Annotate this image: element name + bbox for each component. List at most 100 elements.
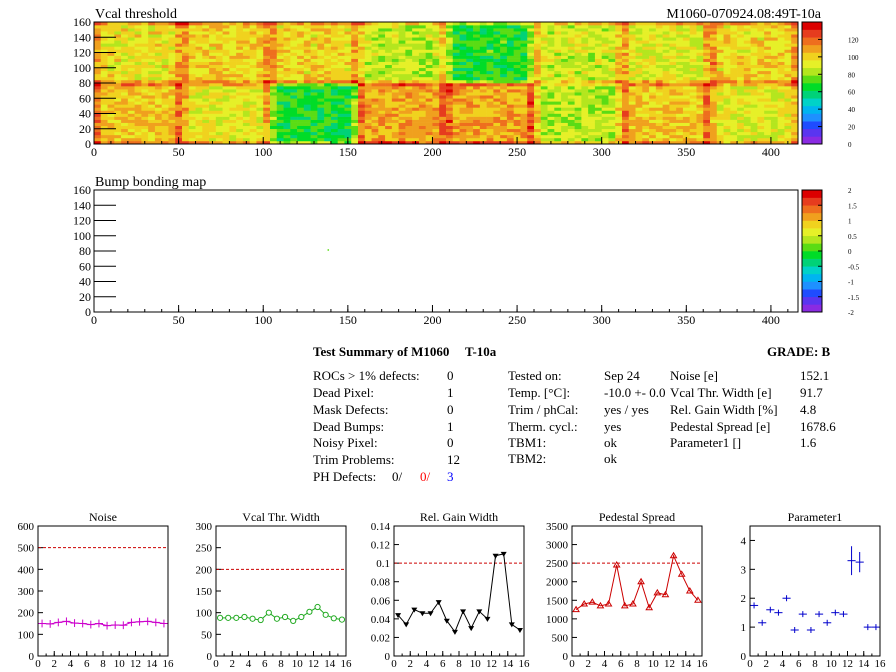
- heatmap-cell: [249, 49, 257, 53]
- heatmap-cell: [188, 73, 196, 78]
- heatmap-cell: [452, 73, 460, 78]
- heatmap-cell: [764, 140, 772, 145]
- heatmap-cell: [784, 70, 792, 75]
- heatmap-cell: [290, 67, 298, 72]
- heatmap-cell: [615, 86, 623, 90]
- heatmap-cell: [574, 31, 582, 35]
- heatmap-cell: [520, 52, 528, 56]
- heatmap-cell: [364, 125, 372, 130]
- heatmap-cell: [263, 40, 271, 44]
- x-tick-label: 300: [593, 313, 611, 327]
- data-point: [427, 611, 434, 617]
- heatmap-cell: [662, 46, 670, 50]
- heatmap-cell: [628, 76, 636, 81]
- heatmap-cell: [594, 67, 602, 72]
- heatmap-cell: [398, 104, 406, 108]
- heatmap-cell: [229, 137, 237, 142]
- heatmap-cell: [290, 70, 298, 75]
- heatmap-cell: [297, 137, 305, 142]
- heatmap-cell: [466, 104, 474, 108]
- heatmap-cell: [270, 92, 278, 96]
- heatmap-cell: [398, 140, 406, 145]
- heatmap-cell: [696, 28, 704, 32]
- heatmap-cell: [628, 128, 636, 133]
- heatmap-cell: [770, 46, 778, 50]
- heatmap-cell: [770, 104, 778, 108]
- heatmap-cell: [209, 116, 217, 120]
- heatmap-cell: [337, 31, 345, 35]
- heatmap-cell: [114, 134, 122, 139]
- heatmap-cell: [202, 83, 210, 87]
- heatmap-cell: [561, 110, 569, 114]
- heatmap-cell: [452, 67, 460, 72]
- heatmap-cell: [520, 140, 528, 145]
- heatmap-cell: [344, 101, 352, 105]
- heatmap-cell: [107, 83, 115, 87]
- heatmap-cell: [182, 125, 190, 130]
- heatmap-cell: [242, 107, 250, 111]
- heatmap-cell: [391, 128, 399, 133]
- heatmap-cell: [418, 40, 426, 44]
- heatmap-cell: [344, 43, 352, 47]
- heatmap-cell: [94, 61, 102, 65]
- heatmap-cell: [297, 116, 305, 120]
- heatmap-cell: [107, 104, 115, 108]
- heatmap-cell: [452, 134, 460, 139]
- heatmap-cell: [601, 64, 609, 69]
- data-point: [451, 629, 458, 635]
- heatmap-cell: [114, 101, 122, 105]
- heatmap-cell: [141, 95, 149, 99]
- heatmap-cell: [270, 58, 278, 62]
- heatmap-cell: [405, 95, 413, 99]
- heatmap-cell: [723, 92, 731, 96]
- result-value: 152.1: [800, 368, 830, 383]
- heatmap-cell: [757, 28, 765, 32]
- heatmap-cell: [682, 128, 690, 133]
- heatmap-cell: [182, 137, 190, 142]
- x-tick-label: 6: [440, 658, 446, 670]
- heatmap-cell: [134, 134, 142, 139]
- heatmap-cell: [506, 119, 514, 123]
- heatmap-cell: [601, 25, 609, 29]
- heatmap-cell: [446, 92, 454, 96]
- heatmap-cell: [588, 40, 596, 44]
- heatmap-cell: [513, 43, 521, 47]
- heatmap-cell: [256, 31, 264, 35]
- heatmap-cell: [777, 134, 785, 139]
- heatmap-cell: [649, 73, 657, 78]
- heatmap-cell: [520, 61, 528, 65]
- heatmap-cell: [459, 98, 467, 102]
- heatmap-cell: [493, 22, 501, 26]
- heatmap-cell: [561, 134, 569, 139]
- heatmap-cell: [696, 46, 704, 50]
- heatmap-cell: [527, 37, 535, 41]
- heatmap-cell: [215, 22, 223, 26]
- heatmap-cell: [276, 98, 284, 102]
- heatmap-cell: [154, 73, 162, 78]
- heatmap-cell: [432, 37, 440, 41]
- x-tick-label: 6: [262, 658, 268, 670]
- heatmap-cell: [750, 86, 758, 90]
- y-tick-label: 120: [73, 46, 91, 60]
- heatmap-cell: [581, 70, 589, 75]
- heatmap-cell: [696, 70, 704, 75]
- heatmap-cell: [615, 52, 623, 56]
- heatmap-cell: [669, 134, 677, 139]
- heatmap-cell: [676, 67, 684, 72]
- heatmap-cell: [669, 40, 677, 44]
- heatmap-cell: [134, 34, 142, 38]
- heatmap-cell: [628, 113, 636, 117]
- heatmap-cell: [127, 128, 135, 133]
- data-point: [395, 613, 402, 619]
- y-tick-label: 160: [73, 183, 91, 197]
- heatmap-cell: [574, 67, 582, 72]
- heatmap-cell: [317, 31, 325, 35]
- heatmap-cell: [337, 98, 345, 102]
- heatmap-cell: [175, 70, 183, 75]
- heatmap-cell: [283, 28, 291, 32]
- heatmap-cell: [371, 76, 379, 81]
- heatmap-cell: [696, 98, 704, 102]
- condition-value: yes / yes: [604, 402, 649, 417]
- heatmap-cell: [168, 52, 176, 56]
- heatmap-cell: [249, 86, 257, 90]
